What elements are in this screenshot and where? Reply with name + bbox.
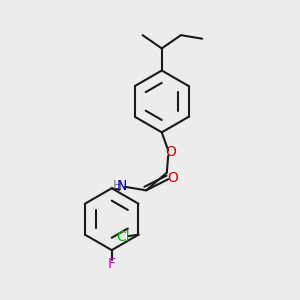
Text: H: H xyxy=(112,179,122,192)
Text: O: O xyxy=(165,145,176,159)
Text: O: O xyxy=(167,171,178,185)
Text: Cl: Cl xyxy=(116,230,130,244)
Text: F: F xyxy=(108,257,116,271)
Text: N: N xyxy=(117,179,127,193)
